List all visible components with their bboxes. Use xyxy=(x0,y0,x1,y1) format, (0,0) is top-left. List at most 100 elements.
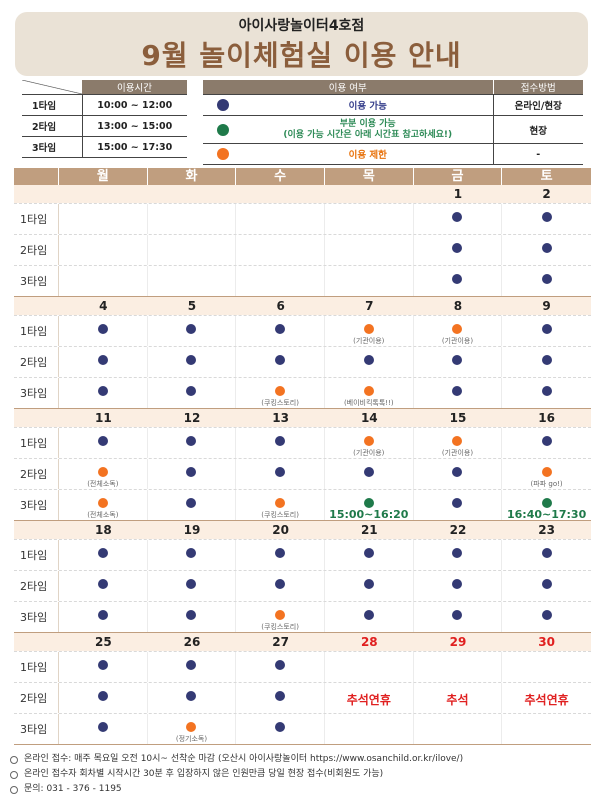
navy-dot-icon xyxy=(186,610,197,620)
weekday-header: 월 화 수 목 금 토 xyxy=(14,168,591,185)
navy-dot-icon xyxy=(452,467,463,477)
navy-dot-icon xyxy=(186,579,197,589)
slot-label: 3타임 xyxy=(14,266,59,296)
orange-dot-icon xyxy=(541,467,552,477)
navy-dot-icon xyxy=(541,274,552,284)
slot-time: 13:00 ~ 15:00 xyxy=(82,115,187,137)
slot-time: 15:00 ~ 17:30 xyxy=(82,136,187,158)
slot-cell xyxy=(325,714,414,744)
slot-cell: 추석 xyxy=(414,683,503,713)
date-number: 19 xyxy=(183,523,201,537)
navy-dot-icon xyxy=(363,579,374,589)
slot-cell xyxy=(325,602,414,632)
navy-dot-icon xyxy=(97,660,108,670)
date-row: 4 5 6 7 8 9 xyxy=(14,297,591,315)
slot-cell xyxy=(148,571,237,601)
slot-note: (파파 go!) xyxy=(530,480,563,488)
slot-row: 2타임 추석연휴 추석 추석연휴 xyxy=(14,682,591,713)
date-row: 25 26 27 28 29 30 xyxy=(14,633,591,651)
slot-cell xyxy=(325,459,414,489)
weekday-tue: 화 xyxy=(148,168,237,185)
slot-label: 3타임 xyxy=(14,378,59,408)
slot-cell xyxy=(148,347,237,377)
navy-dot-icon xyxy=(97,386,108,396)
date-number: 6 xyxy=(276,299,285,313)
slot-note: (전체소독) xyxy=(87,511,119,519)
navy-dot-icon xyxy=(452,243,463,253)
date-number: 11 xyxy=(94,411,112,425)
navy-dot-icon xyxy=(363,548,374,558)
slot-cell xyxy=(59,652,148,682)
slot-cell xyxy=(236,347,325,377)
slot-cell: (쿠킹스토리) xyxy=(236,602,325,632)
green-dot-icon xyxy=(541,498,552,508)
slot-cell xyxy=(59,204,148,234)
calendar-week: 11 12 13 14 15 16 1타임 (기관이용) (기관이용) 2타임 (전체소독) (파파 … xyxy=(14,409,591,521)
date-number: 5 xyxy=(187,299,197,313)
legend-row: 이용 제한 - xyxy=(203,143,583,165)
slot-cell xyxy=(59,235,148,265)
date-number: 18 xyxy=(94,523,112,537)
date-number xyxy=(59,185,148,203)
navy-dot-icon xyxy=(275,467,286,477)
slot-cell xyxy=(59,714,148,744)
navy-dot-icon xyxy=(275,722,286,732)
date-number: 30 xyxy=(538,635,555,649)
slot-cell xyxy=(236,652,325,682)
slot-cell xyxy=(502,714,591,744)
slot-time: 10:00 ~ 12:00 xyxy=(82,94,187,116)
slot-cell: (기관이용) xyxy=(325,316,414,346)
footnotes: 온라인 접수: 매주 목요일 오전 10시~ 선착순 마감 (오산시 아이사랑놀… xyxy=(10,752,595,797)
slot-cell: 추석연휴 xyxy=(502,683,591,713)
slot-label: 2타임 xyxy=(14,571,59,601)
slot-cell xyxy=(502,428,591,458)
time-table-header: 이용시간 xyxy=(82,80,187,95)
slot-label: 1타임 xyxy=(14,428,59,458)
slot-cell xyxy=(148,316,237,346)
navy-dot-icon xyxy=(541,436,552,446)
slot-cell xyxy=(236,540,325,570)
navy-dot-icon xyxy=(186,436,197,446)
navy-dot-icon xyxy=(541,579,552,589)
slot-cell xyxy=(502,571,591,601)
orange-dot-icon xyxy=(275,498,286,508)
navy-dot-icon xyxy=(541,610,552,620)
calendar-week: 1 2 1타임 2타임 3타임 xyxy=(14,185,591,297)
navy-dot-icon xyxy=(452,498,463,508)
orange-dot-icon xyxy=(186,722,197,732)
slot-cell xyxy=(148,235,237,265)
navy-dot-icon xyxy=(97,691,108,701)
date-number: 15 xyxy=(449,411,467,425)
legend-row: 이용 가능 온라인/현장 xyxy=(203,94,583,116)
navy-dot-icon xyxy=(186,467,197,477)
slot-row: 2타임 xyxy=(14,570,591,601)
legend-desc: 부분 이용 가능 xyxy=(339,118,396,129)
navy-dot-icon xyxy=(97,324,108,334)
slot-row: 3타임 (쿠킹스토리) xyxy=(14,601,591,632)
slot-label: 1타임 xyxy=(22,94,83,116)
orange-dot-icon xyxy=(275,610,286,620)
navy-dot-icon xyxy=(186,386,197,396)
receive-header: 접수방법 xyxy=(492,80,583,95)
navy-dot-icon xyxy=(186,548,197,558)
date-number: 16 xyxy=(538,411,555,425)
navy-dot-icon xyxy=(186,355,197,365)
slot-cell xyxy=(325,571,414,601)
navy-dot-icon xyxy=(186,498,197,508)
slot-cell xyxy=(236,714,325,744)
navy-dot-icon xyxy=(97,722,108,732)
slot-cell xyxy=(502,602,591,632)
slot-cell xyxy=(414,204,503,234)
slot-row: 1타임 xyxy=(14,203,591,234)
slot-row: 2타임 xyxy=(14,346,591,377)
partial-time: 16:40~17:30 xyxy=(506,508,587,521)
slot-cell xyxy=(414,571,503,601)
date-number: 23 xyxy=(538,523,555,537)
slot-row: 2타임 xyxy=(14,234,591,265)
weekday-fri: 금 xyxy=(414,168,503,185)
slot-cell: (전체소독) xyxy=(59,490,148,520)
slot-row: 3타임 xyxy=(14,265,591,296)
slot-cell xyxy=(148,683,237,713)
slot-cell xyxy=(148,378,237,408)
slot-cell: (기관이용) xyxy=(414,316,503,346)
